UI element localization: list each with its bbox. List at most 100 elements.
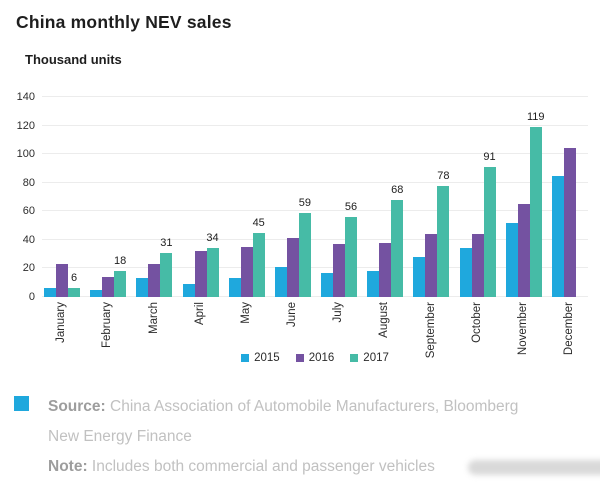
- x-tick-july: July: [321, 302, 357, 358]
- bar-2017-april: [206, 248, 219, 297]
- x-tick-june: June: [275, 302, 311, 358]
- bar-2017-february: [114, 271, 127, 297]
- y-tick-label-60: 60: [22, 205, 35, 218]
- legend-swatch-2015: [241, 354, 250, 362]
- gridline-100: [42, 153, 588, 155]
- bar-2016-august: [379, 242, 392, 297]
- bar-group-october: 91: [459, 97, 496, 297]
- bar-2016-february: [102, 277, 115, 297]
- bar-2017-august: [391, 199, 404, 297]
- bar-group-may: 45: [228, 97, 265, 297]
- bar-group-january: 6: [44, 97, 80, 297]
- chart-legend: 2015 2016 2017: [42, 352, 588, 364]
- bar-2016-july: [333, 244, 346, 297]
- data-label-november: 119: [526, 111, 545, 123]
- source-text: China Association of Automobile Manufact…: [110, 398, 519, 415]
- legend-item-2016: 2016: [295, 352, 335, 364]
- x-tick-october: October: [460, 302, 496, 358]
- note-label: Note:: [48, 458, 88, 475]
- note-line: Note: Includes both commercial and passe…: [48, 452, 600, 482]
- x-tick-august: August: [367, 302, 403, 358]
- legend-item-2017: 2017: [350, 352, 389, 364]
- footer: Source: China Association of Automobile …: [14, 392, 600, 482]
- legend-swatch-2017: [350, 354, 359, 362]
- bar-group-november: 119: [505, 97, 545, 297]
- bar-2015-january: [44, 288, 56, 297]
- bar-2016-november: [517, 204, 530, 297]
- y-axis-units-label: Thousand units: [25, 52, 122, 67]
- data-label-february: 18: [114, 255, 127, 268]
- data-label-may: 45: [252, 216, 265, 229]
- bar-2016-may: [240, 247, 253, 297]
- x-tick-label-october: October: [470, 302, 483, 343]
- bar-2016-october: [471, 234, 484, 297]
- bar-2017-may: [252, 232, 265, 297]
- gridline-20: [42, 267, 588, 269]
- note-text: Includes both commercial and passenger v…: [91, 458, 435, 475]
- data-label-september: 78: [437, 169, 450, 182]
- gridline-120: [42, 124, 588, 126]
- y-tick-label-0: 0: [28, 291, 35, 303]
- x-tick-label-december: December: [563, 302, 576, 356]
- footer-accent-square: [14, 396, 29, 411]
- bar-2017-march: [160, 252, 173, 297]
- bar-group-april: 34: [182, 97, 219, 297]
- bar-2017-october: [483, 167, 496, 297]
- y-tick-label-20: 20: [22, 262, 35, 275]
- x-tick-label-may: May: [239, 302, 252, 324]
- x-tick-label-july: July: [332, 302, 345, 323]
- x-tick-label-september: September: [424, 302, 437, 359]
- legend-label-2016: 2016: [308, 352, 335, 364]
- data-label-march: 31: [160, 236, 173, 249]
- bar-2015-august: [367, 271, 380, 297]
- y-tick-label-40: 40: [22, 233, 35, 246]
- bar-2015-november: [505, 222, 518, 297]
- bar-2015-june: [274, 267, 287, 297]
- data-label-april: 34: [206, 232, 219, 245]
- bar-group-december: [551, 97, 588, 297]
- legend-label-2015: 2015: [254, 352, 280, 364]
- x-tick-may: May: [229, 302, 265, 358]
- bar-2017-january: [68, 288, 80, 297]
- bar-2015-october: [459, 248, 472, 297]
- source-text-continued: New Energy Finance: [48, 428, 192, 445]
- x-tick-label-march: March: [147, 302, 160, 334]
- data-label-october: 91: [483, 151, 496, 163]
- x-tick-label-february: February: [101, 302, 114, 349]
- data-label-july: 56: [344, 201, 358, 213]
- x-tick-label-june: June: [286, 302, 299, 327]
- legend-swatch-2016: [295, 354, 304, 362]
- x-tick-label-april: April: [193, 302, 206, 326]
- x-tick-january: January: [44, 302, 80, 358]
- gridline-0: [42, 296, 588, 297]
- y-tick-label-140: 140: [16, 91, 35, 103]
- bar-2016-january: [56, 264, 68, 297]
- bar-2015-february: [90, 289, 103, 297]
- x-tick-february: February: [90, 302, 126, 358]
- gridline-80: [42, 181, 588, 183]
- x-tick-november: November: [506, 302, 542, 358]
- x-tick-april: April: [183, 302, 219, 358]
- source-line-1: Source: China Association of Automobile …: [48, 392, 588, 422]
- gridline-60: [42, 210, 588, 212]
- y-tick-label-100: 100: [16, 148, 35, 161]
- bar-group-august: 68: [367, 97, 403, 297]
- bar-2015-april: [182, 284, 195, 297]
- bar-2016-june: [286, 238, 299, 297]
- bar-2016-september: [425, 234, 438, 297]
- y-tick-label-120: 120: [16, 119, 35, 132]
- source-label: Source:: [48, 398, 106, 415]
- data-label-january: 6: [70, 272, 78, 285]
- legend-item-2015: 2015: [241, 352, 280, 364]
- x-tick-march: March: [136, 302, 172, 358]
- gridline-140: [42, 96, 588, 97]
- bar-2017-june: [298, 212, 311, 297]
- bar-groups: 6 18 31 34 45 59 56 68 78 91 119: [44, 97, 588, 297]
- bar-2015-december: [551, 175, 564, 297]
- data-label-june: 59: [298, 196, 311, 209]
- page-title: China monthly NEV sales: [16, 12, 232, 32]
- gridline-40: [42, 238, 588, 240]
- bar-2015-july: [321, 272, 334, 297]
- x-tick-september: September: [413, 302, 449, 358]
